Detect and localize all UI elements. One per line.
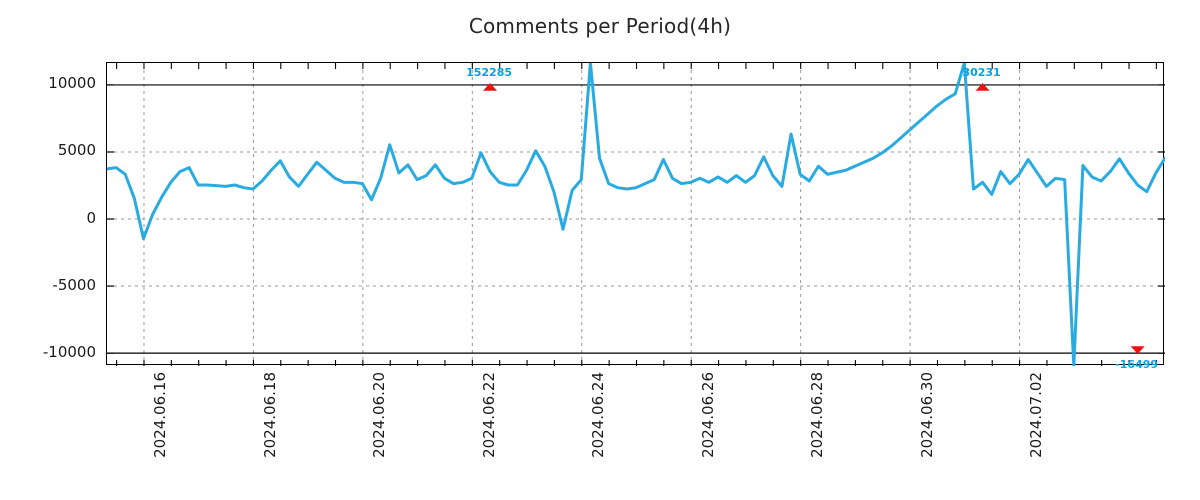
y-tick-label: -10000 xyxy=(42,342,96,361)
annotation-value-trough-1: -16499 xyxy=(1115,357,1159,371)
page-title: Comments per Period(4h) xyxy=(468,14,732,38)
plot-area xyxy=(106,62,1165,366)
data-series-line xyxy=(107,63,1165,366)
axis-bound-lines xyxy=(107,84,1165,354)
gridlines xyxy=(107,63,1165,366)
plot-svg xyxy=(107,63,1165,366)
x-tick-label: 2024.06.26 xyxy=(698,372,717,458)
x-tick-label: 2024.06.22 xyxy=(479,372,498,458)
x-tick-label: 2024.06.20 xyxy=(370,372,389,458)
y-tick-label: 0 xyxy=(86,208,96,227)
annotation-value-peak-2: 30231 xyxy=(962,66,1001,80)
y-tick-label: 10000 xyxy=(48,74,96,93)
y-tick-label: 5000 xyxy=(57,141,96,160)
extreme-value-markers xyxy=(483,83,1145,354)
x-tick-label: 2024.06.18 xyxy=(260,372,279,458)
x-tick-label: 2024.07.02 xyxy=(1027,372,1046,458)
x-tick-label: 2024.06.16 xyxy=(151,372,170,458)
y-tick-label: -5000 xyxy=(52,275,96,294)
extreme-marker-peak-2 xyxy=(975,83,990,91)
annotation-value-peak-1: 152285 xyxy=(466,66,513,80)
x-tick-label: 2024.06.28 xyxy=(808,372,827,458)
extreme-marker-peak-1 xyxy=(483,83,498,91)
axis-ticks xyxy=(116,63,1157,366)
x-tick-label: 2024.06.30 xyxy=(917,372,936,458)
extreme-marker-trough-1 xyxy=(1130,346,1145,354)
x-tick-label: 2024.06.24 xyxy=(589,372,608,458)
